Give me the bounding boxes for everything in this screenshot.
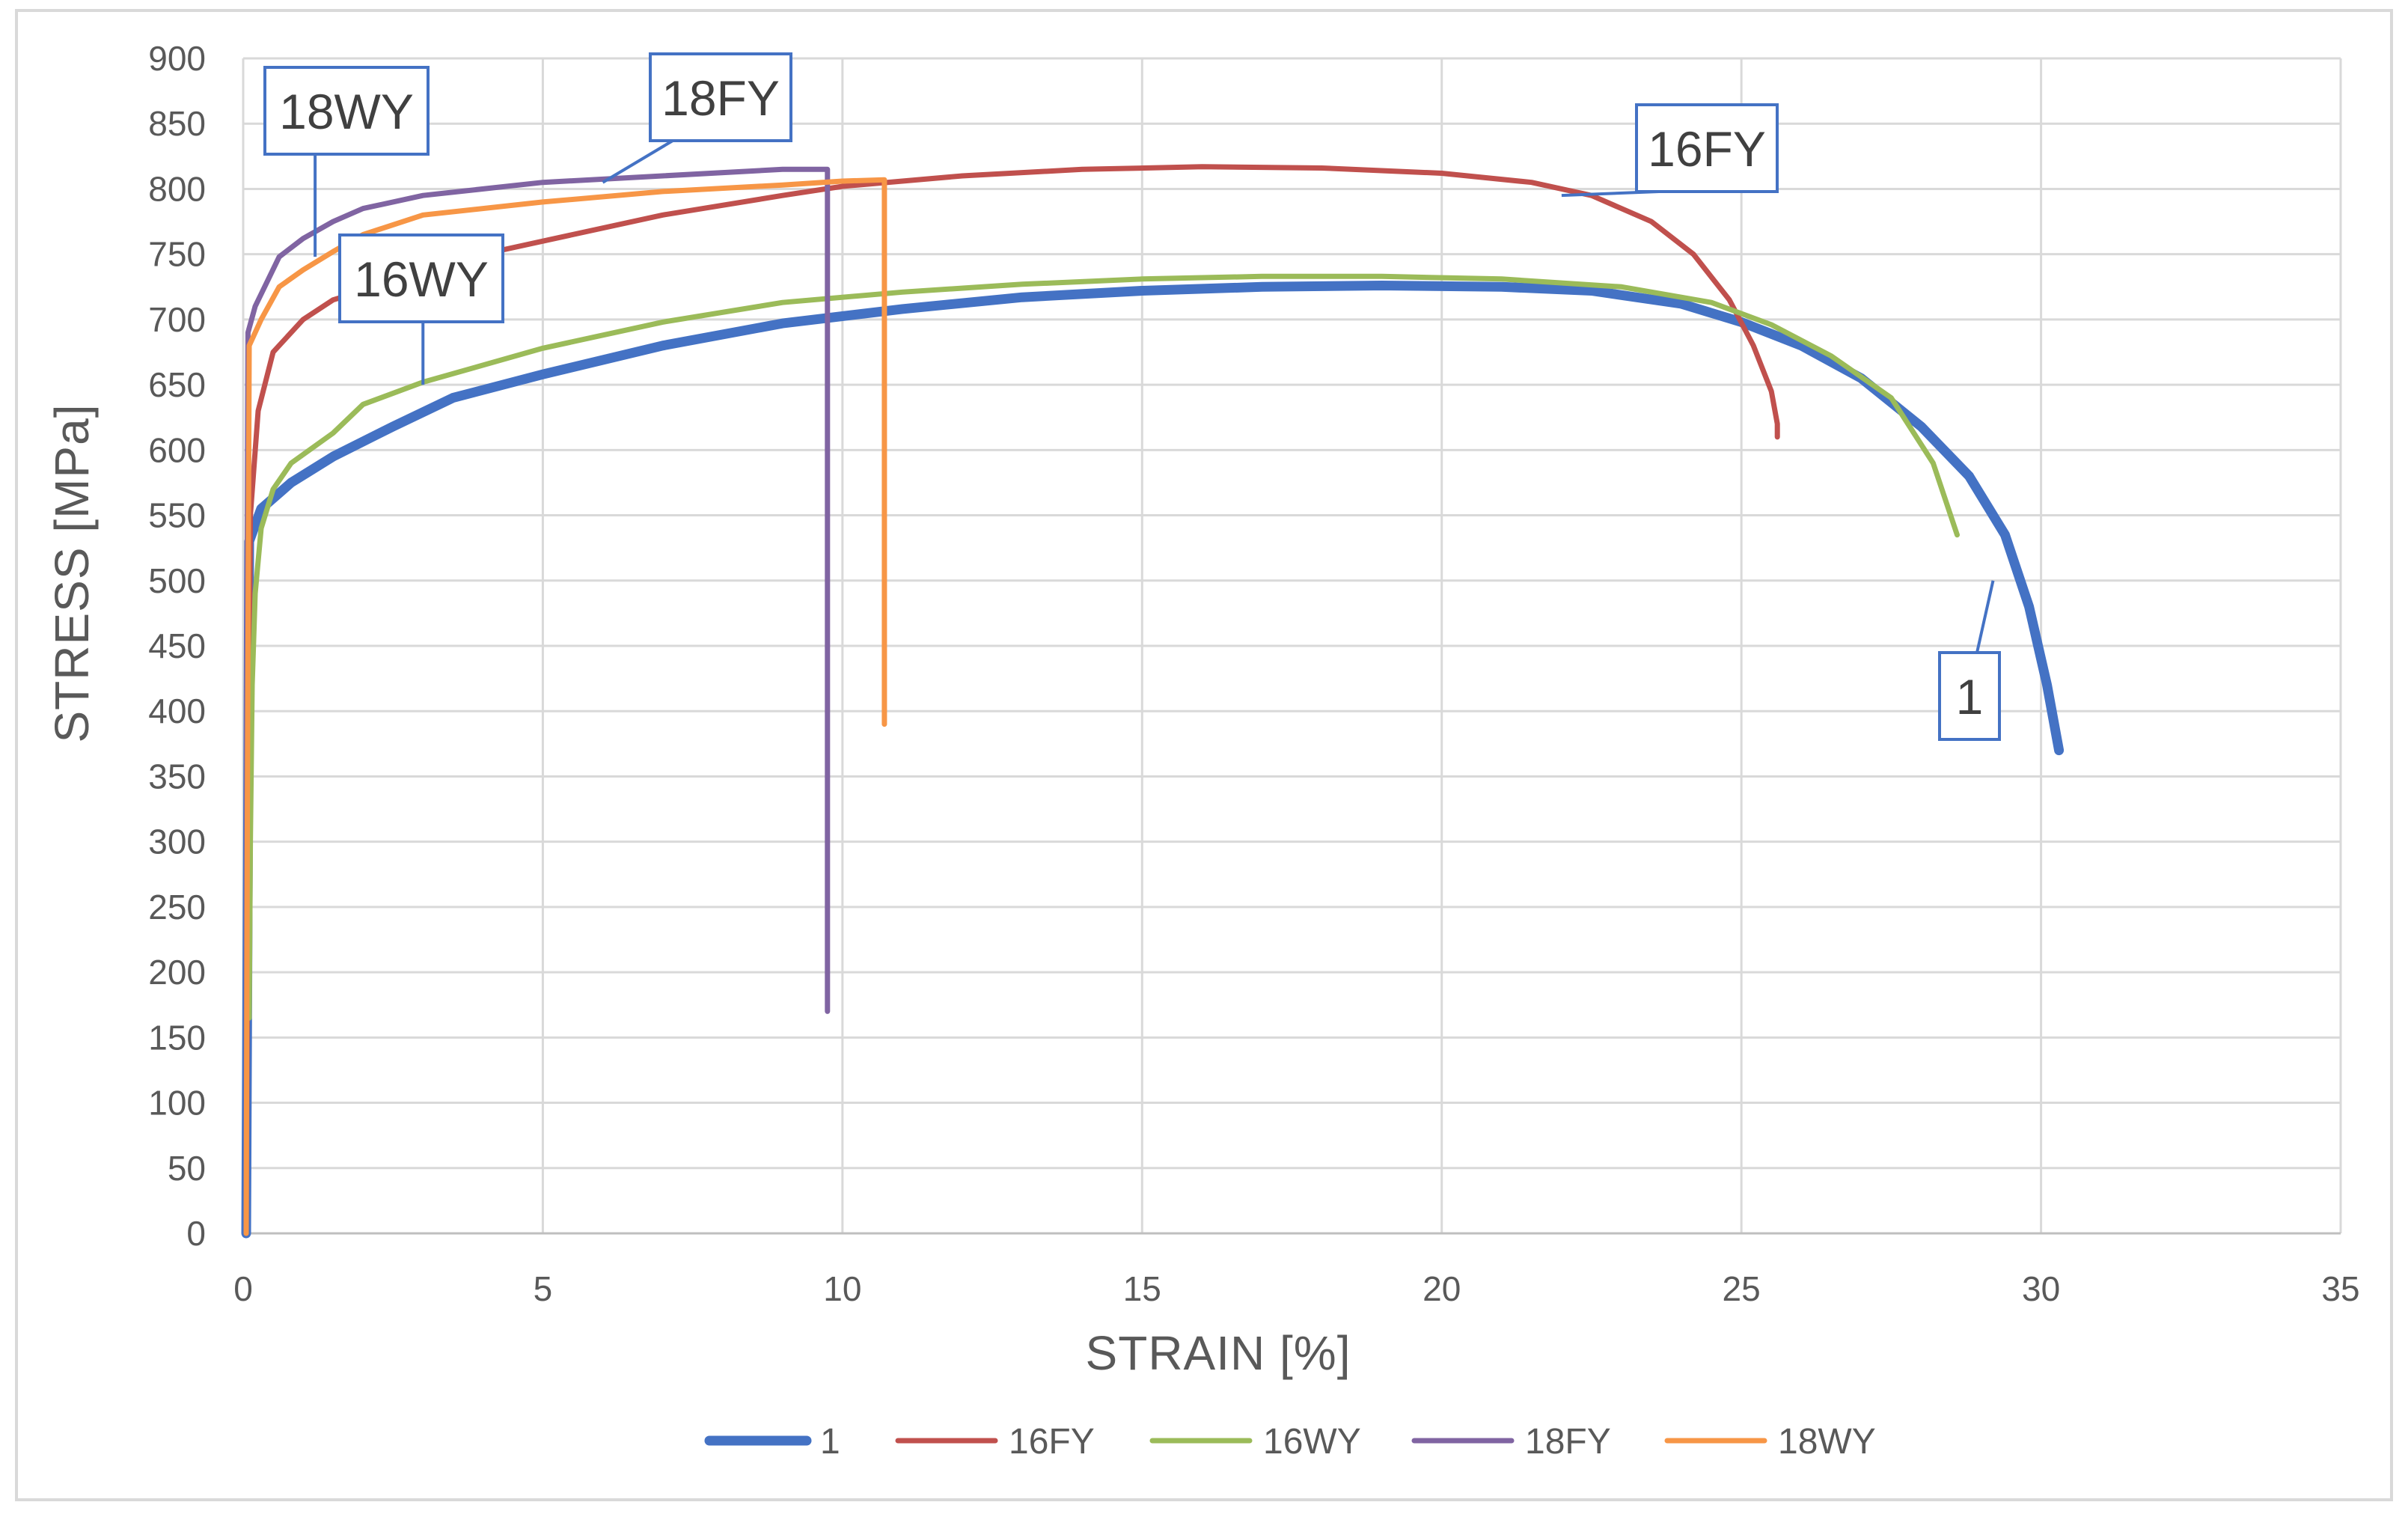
y-tick-label: 400	[148, 692, 206, 730]
series-line-1	[241, 281, 2065, 1239]
callout-box	[263, 66, 430, 156]
legend-label-18FY: 18FY	[1525, 1422, 1611, 1462]
x-axis-title: STRAIN [%]	[1086, 1326, 1351, 1380]
y-tick-label: 350	[148, 757, 206, 796]
callout-label: 16FY	[1648, 121, 1766, 177]
y-tick-label: 150	[148, 1018, 206, 1057]
callout-leader	[602, 139, 674, 184]
y-tick-label: 650	[148, 365, 206, 404]
callout-label: 18FY	[661, 70, 780, 126]
y-axis-title: STRESS [MPa]	[45, 404, 99, 743]
x-tick-label: 20	[1423, 1269, 1461, 1308]
y-tick-label: 200	[148, 953, 206, 992]
y-tick-label: 250	[148, 888, 206, 927]
callout-label: 18WY	[279, 84, 414, 139]
y-tick-label: 800	[148, 169, 206, 208]
callout-box	[1938, 651, 2001, 741]
callout-box	[649, 52, 792, 142]
callout-label: 1	[1956, 669, 1984, 724]
callout-label: 16WY	[354, 251, 489, 307]
series	[241, 164, 2065, 1239]
y-tick-label: 50	[168, 1149, 206, 1188]
callouts: 18WY 18FY 16WY 16FY 1	[263, 52, 2001, 741]
x-tick-label: 25	[1723, 1269, 1761, 1308]
y-tick-label: 300	[148, 822, 206, 861]
legend: 1 16FY 16WY 18FY 18WY	[704, 1422, 1876, 1462]
x-tick-label: 10	[823, 1269, 861, 1308]
callout-box	[338, 233, 504, 323]
y-tick-label: 500	[148, 561, 206, 600]
y-tick-label: 0	[186, 1214, 206, 1253]
series-line-16FY	[243, 164, 1780, 1236]
legend-label-16FY: 16FY	[1009, 1422, 1095, 1462]
y-tick-label: 600	[148, 430, 206, 469]
x-tick-label: 5	[534, 1269, 553, 1308]
series-line-16WY	[246, 273, 1960, 1021]
y-tick-label: 700	[148, 300, 206, 339]
x-tick-label: 35	[2321, 1269, 2359, 1308]
series-line-18WY	[243, 177, 887, 1236]
x-tick-label: 0	[233, 1269, 253, 1308]
y-tick-label: 900	[148, 39, 206, 78]
legend-label-16WY: 16WY	[1263, 1422, 1361, 1462]
y-tick-label: 100	[148, 1084, 206, 1123]
legend-label-1: 1	[820, 1422, 840, 1462]
legend-label-18WY: 18WY	[1778, 1422, 1876, 1462]
series-line-18FY	[243, 166, 831, 1236]
callout-box	[1635, 103, 1779, 193]
y-tick-label: 750	[148, 235, 206, 274]
callout-leader	[1975, 580, 1995, 653]
axes: 0501001502002503003504004505005506006507…	[148, 39, 2359, 1308]
y-tick-label: 850	[148, 104, 206, 143]
y-tick-label: 550	[148, 496, 206, 535]
x-tick-label: 30	[2022, 1269, 2060, 1308]
y-tick-label: 450	[148, 626, 206, 665]
x-tick-label: 15	[1123, 1269, 1161, 1308]
